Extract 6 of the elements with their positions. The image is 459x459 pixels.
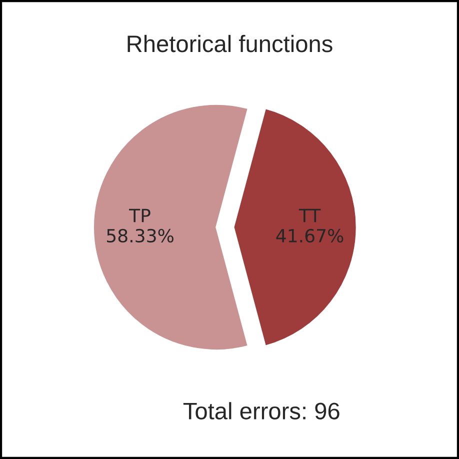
data-label: 58.33% [107,228,174,243]
slice-label: TT [298,208,321,222]
chart-title: Rhetorical functions [128,34,332,52]
data-label: 41.67% [276,228,344,243]
text: Total errors: 96 [183,402,340,420]
slice-label: TP [129,208,150,222]
